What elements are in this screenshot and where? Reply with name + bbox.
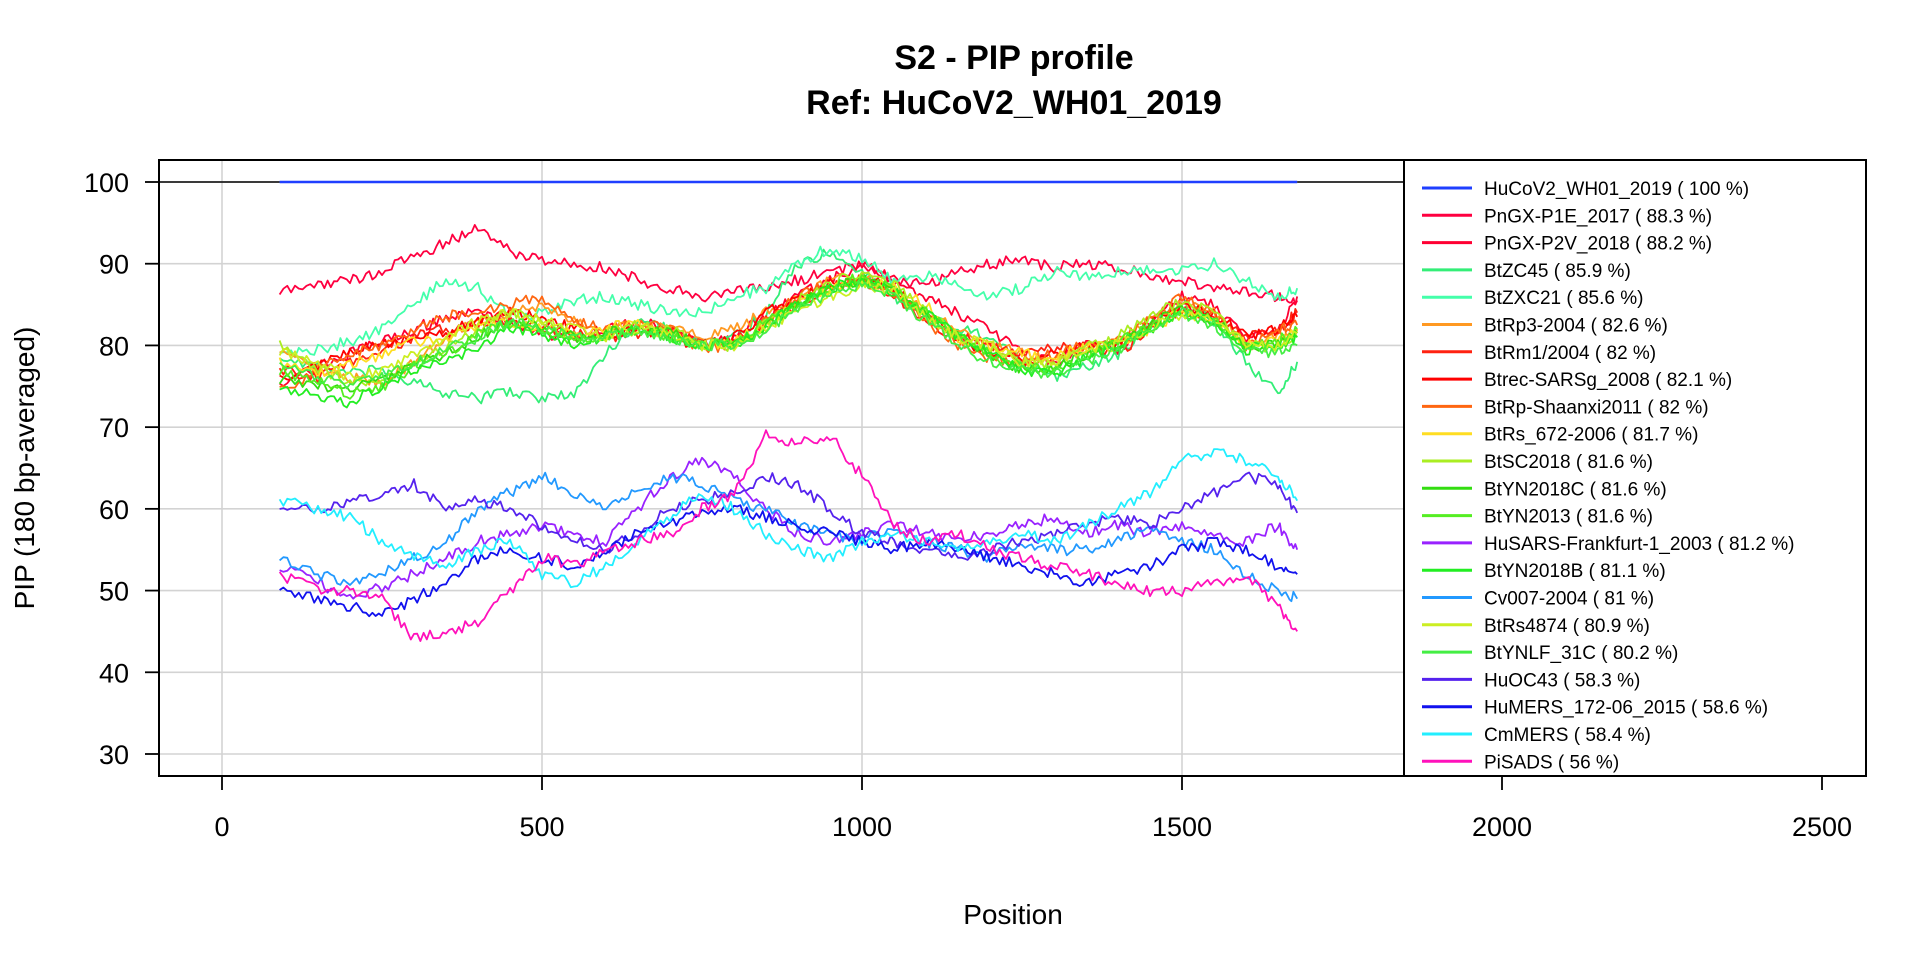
y-tick-label: 80	[99, 331, 129, 361]
legend-label: PnGX-P2V_2018 ( 88.2 %)	[1484, 234, 1712, 255]
legend-label: BtZXC21 ( 85.6 %)	[1484, 288, 1643, 309]
series-line	[278, 429, 1298, 642]
y-tick-label: 40	[99, 658, 129, 688]
series-line	[279, 471, 1298, 603]
legend-label: BtRs4874 ( 80.9 %)	[1484, 616, 1650, 637]
legend-label: BtRp3-2004 ( 82.6 %)	[1484, 316, 1668, 337]
legend-label: BtSC2018 ( 81.6 %)	[1484, 452, 1653, 473]
grid	[159, 160, 1404, 776]
legend-label: CmMERS ( 58.4 %)	[1484, 725, 1651, 746]
chart-title: S2 - PIP profile	[894, 39, 1133, 77]
legend-label: BtYN2018B ( 81.1 %)	[1484, 561, 1666, 582]
legend-label: HuSARS-Frankfurt-1_2003 ( 81.2 %)	[1484, 534, 1794, 555]
x-tick-label: 2500	[1792, 812, 1852, 842]
legend-label: HuMERS_172-06_2015 ( 58.6 %)	[1484, 698, 1768, 719]
y-tick-label: 70	[99, 413, 129, 443]
series-line	[278, 448, 1298, 589]
y-tick-label: 100	[84, 168, 129, 198]
legend-label: BtYN2018C ( 81.6 %)	[1484, 479, 1667, 500]
legend-label: BtRp-Shaanxi2011 ( 82 %)	[1484, 397, 1709, 418]
x-tick-label: 1000	[832, 812, 892, 842]
x-tick-label: 2000	[1472, 812, 1532, 842]
x-tick-label: 500	[519, 812, 564, 842]
legend-label: HuCoV2_WH01_2019 ( 100 %)	[1484, 179, 1749, 200]
series-lines	[159, 180, 1404, 642]
series-line	[279, 280, 1298, 390]
legend-label: BtRs_672-2006 ( 81.7 %)	[1484, 425, 1698, 446]
legend-label: BtYN2013 ( 81.6 %)	[1484, 507, 1653, 528]
y-tick-label: 50	[99, 577, 129, 607]
y-axis-label: PIP (180 bp-averaged)	[9, 327, 40, 610]
legend-label: BtYNLF_31C ( 80.2 %)	[1484, 643, 1678, 664]
x-axis-label: Position	[963, 899, 1063, 930]
legend-label: Btrec-SARSg_2008 ( 82.1 %)	[1484, 370, 1732, 391]
series-line	[278, 224, 1299, 306]
y-tick-label: 60	[99, 495, 129, 525]
series-line	[279, 471, 1299, 561]
series-line	[279, 456, 1299, 600]
legend-label: PnGX-P1E_2017 ( 88.3 %)	[1484, 206, 1712, 227]
x-axis: 0 500 1000 1500 2000 2500	[214, 775, 1852, 842]
y-tick-label: 30	[99, 740, 129, 770]
chart-subtitle: Ref: HuCoV2_WH01_2019	[806, 84, 1222, 122]
legend-label: HuOC43 ( 58.3 %)	[1484, 670, 1640, 691]
legend-label: PiSADS ( 56 %)	[1484, 752, 1619, 773]
series-line	[279, 245, 1299, 359]
y-tick-label: 90	[99, 250, 129, 280]
series-line	[279, 277, 1298, 409]
legend-box	[1403, 159, 1867, 777]
x-tick-label: 1500	[1152, 812, 1212, 842]
y-axis: 30 40 50 60 70 80 90 100	[84, 168, 159, 770]
legend-label: BtZC45 ( 85.9 %)	[1484, 261, 1631, 282]
legend-label: BtRm1/2004 ( 82 %)	[1484, 343, 1656, 364]
x-tick-label: 0	[214, 812, 229, 842]
legend-label: Cv007-2004 ( 81 %)	[1484, 589, 1654, 610]
plot-frame	[158, 159, 1405, 777]
series-line	[279, 504, 1298, 618]
legend: HuCoV2_WH01_2019 ( 100 %) PnGX-P1E_2017 (…	[1422, 179, 1794, 773]
